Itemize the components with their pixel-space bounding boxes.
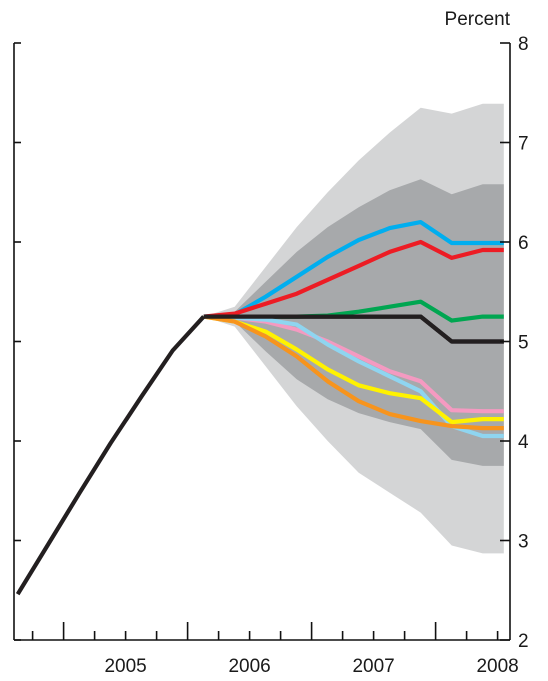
x-tick-label: 2005 (104, 656, 146, 677)
y-tick-label: 4 (518, 432, 529, 453)
forecast-line-7 (203, 314, 504, 425)
forecast-line-9 (203, 314, 504, 344)
fan-inner-band (203, 179, 504, 466)
y-tick-label: 2 (518, 631, 529, 652)
y-tick-label: 3 (518, 532, 529, 553)
x-tick-label: 2006 (228, 656, 270, 677)
forecast-line-1 (203, 220, 504, 319)
y-tick-label: 7 (518, 134, 529, 155)
y-tick-label: 8 (518, 34, 529, 55)
y-tick-label: 5 (518, 333, 529, 354)
y-axis-unit-label: Percent (445, 9, 511, 30)
forecast-line-6 (203, 314, 504, 439)
forecast-line-2 (203, 239, 504, 319)
ticks: 2 3 4 5 6 7 8 2005 2006 2007 2008 (14, 34, 529, 677)
forecast-lines (15, 220, 504, 596)
y-tick-label: 6 (518, 233, 529, 254)
x-tick-label: 2008 (476, 656, 518, 677)
uncertainty-fan (203, 103, 504, 554)
forecast-line-8 (203, 314, 504, 431)
history-line (15, 315, 206, 596)
x-tick-label: 2007 (352, 656, 394, 677)
